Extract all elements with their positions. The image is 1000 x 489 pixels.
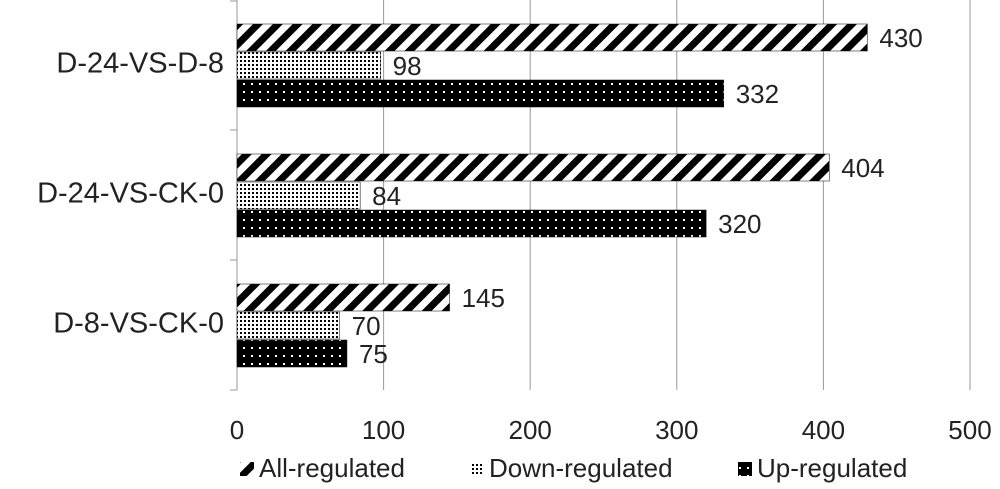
bar: [236, 181, 361, 210]
category-label: D-8-VS-CK-0: [53, 308, 224, 340]
category-label: D-24-VS-D-8: [56, 48, 224, 80]
axis-ticks: [230, 0, 238, 391]
value-label: 332: [736, 79, 779, 109]
bar: [236, 153, 830, 182]
legend-label: Down-regulated: [489, 453, 673, 483]
value-label: 320: [718, 209, 761, 239]
bar: [236, 311, 340, 340]
x-tick-label: 400: [802, 415, 845, 445]
x-tick-label: 200: [509, 415, 552, 445]
x-tick-label: 100: [362, 415, 405, 445]
value-label: 70: [352, 311, 381, 341]
value-label: 145: [462, 283, 505, 313]
bar: [236, 339, 348, 368]
category-label: D-24-VS-CK-0: [37, 178, 224, 210]
bar: [236, 283, 450, 312]
x-tick-label: 300: [655, 415, 698, 445]
x-tick-label: 0: [230, 415, 244, 445]
legend-label: Up-regulated: [757, 453, 907, 483]
value-label: 98: [393, 51, 422, 81]
bar: [236, 209, 707, 238]
value-label: 430: [879, 23, 922, 53]
value-label: 84: [372, 181, 401, 211]
legend-swatch: [240, 462, 254, 476]
value-label: 404: [841, 153, 884, 183]
x-tick-label: 500: [948, 415, 991, 445]
legend-label: All-regulated: [259, 453, 405, 483]
legend-swatch: [470, 462, 484, 476]
bar: [236, 23, 868, 52]
bar: [236, 51, 381, 80]
value-label: 75: [359, 339, 388, 369]
bar: [236, 79, 724, 108]
legend-swatch: [738, 462, 752, 476]
